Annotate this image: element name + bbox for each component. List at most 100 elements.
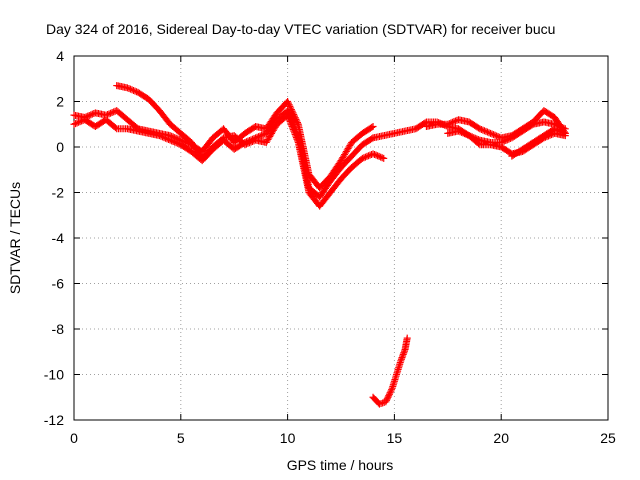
data-point-marker xyxy=(551,125,559,133)
data-point-marker xyxy=(400,349,408,357)
data-point-marker xyxy=(294,137,302,145)
data-point-marker xyxy=(125,85,133,92)
data-point-marker xyxy=(399,350,407,358)
x-tick-label: 15 xyxy=(387,430,403,446)
data-point-marker xyxy=(290,127,298,135)
data-point-marker xyxy=(397,355,405,363)
data-point-marker xyxy=(285,101,293,109)
data-point-marker xyxy=(363,152,371,160)
data-point-marker xyxy=(104,111,112,118)
data-point-marker xyxy=(458,128,466,136)
data-point-marker xyxy=(289,124,297,132)
data-point-marker xyxy=(286,118,294,126)
data-point-marker xyxy=(241,141,249,149)
data-point-marker xyxy=(375,152,383,160)
data-point-marker xyxy=(157,132,165,140)
data-point-marker xyxy=(258,131,266,139)
data-point-marker xyxy=(380,154,388,162)
data-point-marker xyxy=(374,152,382,160)
data-point-marker xyxy=(385,392,393,400)
data-point-marker xyxy=(397,357,405,365)
data-point-marker xyxy=(75,118,83,126)
data-point-marker xyxy=(244,139,252,147)
data-point-marker xyxy=(72,120,80,128)
y-tick-label: -6 xyxy=(52,276,65,292)
data-point-marker xyxy=(285,116,293,124)
data-point-marker xyxy=(242,140,250,148)
data-point-marker xyxy=(169,137,177,145)
data-point-marker xyxy=(399,352,407,360)
data-point-marker xyxy=(162,134,170,142)
data-point-marker xyxy=(123,84,131,92)
data-markers xyxy=(70,82,569,408)
data-point-marker xyxy=(479,126,487,134)
data-point-marker xyxy=(494,133,502,141)
data-point-marker xyxy=(73,119,81,127)
data-point-marker xyxy=(290,112,298,120)
data-point-marker xyxy=(87,111,95,119)
data-point-marker xyxy=(369,123,377,131)
data-point-marker xyxy=(130,86,138,94)
data-point-marker xyxy=(482,127,490,135)
x-tick-label: 20 xyxy=(493,430,509,446)
data-point-marker xyxy=(111,124,119,132)
x-tick-label: 25 xyxy=(600,430,616,446)
data-point-marker xyxy=(364,152,372,160)
data-point-marker xyxy=(480,127,488,135)
data-point-marker xyxy=(554,126,562,134)
data-point-marker xyxy=(289,126,297,134)
data-point-marker xyxy=(552,125,560,133)
y-tick-label: -12 xyxy=(44,412,64,428)
y-tick-label: -8 xyxy=(52,321,65,337)
data-point-marker xyxy=(387,387,395,395)
data-point-marker xyxy=(287,119,295,127)
data-point-marker xyxy=(383,396,391,404)
data-point-marker xyxy=(284,98,292,105)
data-point-marker xyxy=(285,114,293,122)
data-point-marker xyxy=(249,137,257,145)
y-tick-label: 2 xyxy=(56,94,64,110)
data-point-marker xyxy=(459,129,467,137)
data-point-marker xyxy=(172,139,180,147)
data-point-marker xyxy=(386,389,394,397)
data-point-marker xyxy=(398,354,406,362)
data-point-marker xyxy=(107,109,115,117)
grid-lines xyxy=(74,56,608,420)
series-track-7 xyxy=(508,125,569,160)
data-point-marker xyxy=(385,390,393,398)
data-point-marker xyxy=(378,154,386,162)
data-point-marker xyxy=(445,120,453,128)
data-point-marker xyxy=(369,150,377,158)
data-point-marker xyxy=(456,128,464,136)
data-point-marker xyxy=(488,130,496,138)
data-point-marker xyxy=(293,135,301,143)
x-tick-label: 10 xyxy=(280,430,296,446)
data-point-marker xyxy=(284,99,292,107)
y-tick-label: -4 xyxy=(52,230,65,246)
data-point-marker xyxy=(483,128,491,136)
data-point-marker xyxy=(555,127,563,135)
series-track-6 xyxy=(444,127,569,158)
data-point-marker xyxy=(493,132,501,140)
data-point-marker xyxy=(70,120,78,128)
y-tick-label: -10 xyxy=(44,367,64,383)
data-point-marker xyxy=(88,110,96,118)
data-point-marker xyxy=(291,114,299,122)
data-point-marker xyxy=(388,386,396,394)
data-point-marker xyxy=(476,125,484,133)
data-point-marker xyxy=(462,130,470,138)
data-point-marker xyxy=(447,119,455,127)
data-point-marker xyxy=(287,121,295,129)
data-point-marker xyxy=(377,153,385,161)
y-tick-label: 0 xyxy=(56,139,64,155)
data-point-marker xyxy=(557,127,565,135)
data-point-marker xyxy=(171,138,179,146)
data-point-marker xyxy=(126,85,134,93)
data-point-marker xyxy=(485,129,493,137)
y-axis-label: SDTVAR / TECUs xyxy=(7,182,23,294)
data-point-marker xyxy=(128,86,136,94)
series-track-3 xyxy=(113,82,388,210)
chart-title: Day 324 of 2016, Sidereal Day-to-day VTE… xyxy=(46,21,555,37)
data-point-marker xyxy=(163,135,171,143)
